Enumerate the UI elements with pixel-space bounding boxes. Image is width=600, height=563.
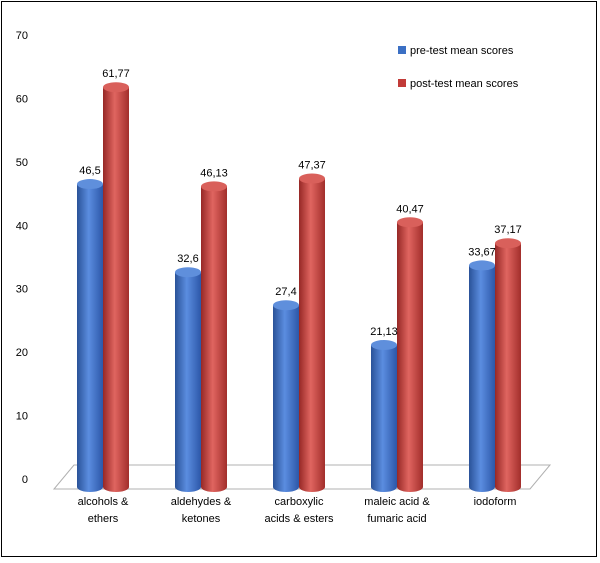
data-label: 40,47	[396, 203, 424, 215]
data-label: 46,13	[200, 167, 228, 179]
x-category-label: aldehydes & ketones	[171, 496, 232, 525]
data-label: 47,37	[298, 160, 326, 172]
legend-swatch	[398, 79, 406, 87]
x-category-label: iodoform	[474, 496, 517, 508]
bar	[299, 173, 325, 492]
y-tick-label: 0	[22, 474, 28, 486]
bar	[103, 82, 129, 492]
data-label: 33,67	[468, 246, 496, 258]
data-label: 21,13	[370, 326, 398, 338]
legend-entry: pre-test mean scores	[398, 45, 514, 57]
bar	[201, 181, 227, 493]
x-category-label: alcohols & ethers	[78, 496, 129, 525]
y-tick-label: 40	[16, 220, 28, 232]
bar	[397, 217, 423, 492]
x-category-label: carboxylic acids & esters	[264, 496, 334, 525]
y-tick-label: 50	[16, 157, 28, 169]
x-category-label: maleic acid & fumaric acid	[364, 496, 430, 525]
y-tick-label: 10	[16, 411, 28, 423]
bar	[77, 179, 103, 493]
data-label: 32,6	[177, 253, 198, 265]
data-label: 61,77	[102, 68, 130, 80]
y-tick-label: 30	[16, 284, 28, 296]
data-label: 27,4	[275, 286, 296, 298]
bar	[495, 238, 521, 492]
y-tick-label: 70	[16, 30, 28, 42]
y-tick-label: 60	[16, 93, 28, 105]
bar	[175, 267, 201, 492]
legend-label: pre-test mean scores	[410, 45, 514, 57]
data-label: 37,17	[494, 224, 522, 236]
data-label: 46,5	[79, 165, 100, 177]
legend-entry: post-test mean scores	[398, 78, 519, 90]
y-tick-label: 20	[16, 347, 28, 359]
bar	[469, 260, 495, 492]
legend-swatch	[398, 46, 406, 54]
bar	[273, 300, 299, 492]
bar	[371, 339, 397, 492]
legend-label: post-test mean scores	[410, 78, 519, 90]
